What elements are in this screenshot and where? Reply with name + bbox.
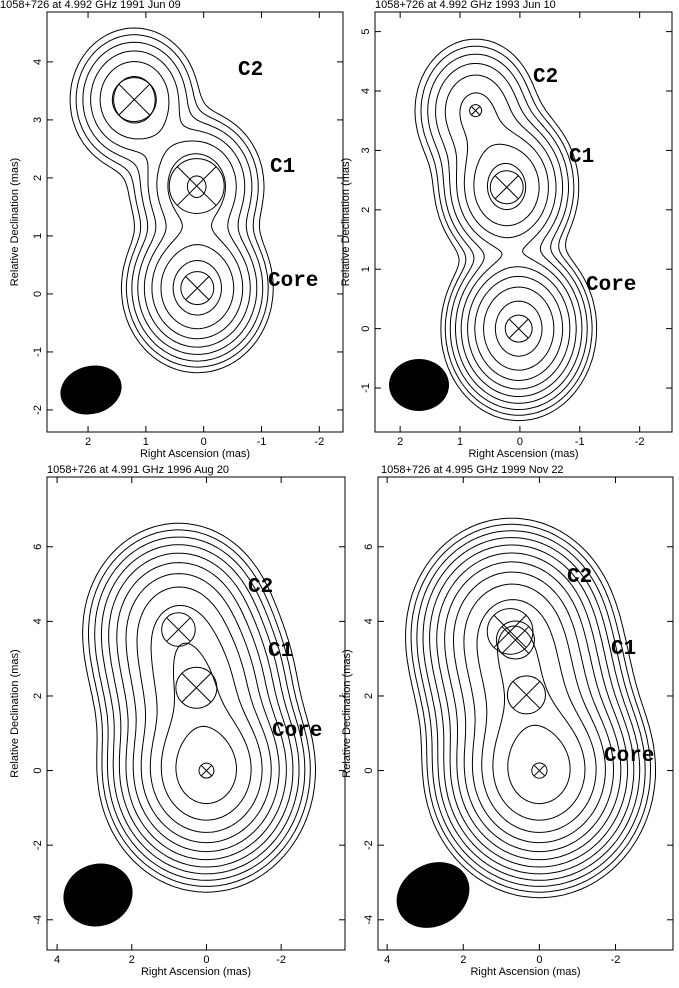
beam <box>55 854 142 936</box>
chart-title: 1058+726 at 4.992 GHz 1991 Jun 09 <box>0 0 181 11</box>
chart-title: 1058+726 at 4.992 GHz 1993 Jun 10 <box>375 0 556 11</box>
contour <box>477 600 596 833</box>
y-tick-label: 4 <box>32 59 44 65</box>
beam <box>389 359 449 411</box>
component-label: C1 <box>270 156 295 179</box>
component-label: Core <box>586 274 636 297</box>
x-tick-label: 2 <box>85 436 91 448</box>
y-tick-label: 6 <box>363 544 375 550</box>
y-tick-label: -4 <box>32 915 44 925</box>
x-axis-label: Right Ascension (mas) <box>140 448 250 460</box>
y-tick-label: 0 <box>32 768 44 774</box>
contour <box>460 93 570 389</box>
component-label: C2 <box>533 66 558 89</box>
y-tick-label: 3 <box>360 147 372 153</box>
y-tick-label: 1 <box>32 233 44 239</box>
contour <box>176 726 237 803</box>
component-label: Core <box>604 745 654 768</box>
x-tick-label: 2 <box>129 954 135 966</box>
y-tick-label: -2 <box>32 840 44 850</box>
y-tick-label: 4 <box>363 618 375 624</box>
y-tick-label: -1 <box>32 347 44 357</box>
y-tick-label: 2 <box>32 175 44 181</box>
y-tick-label: 4 <box>32 618 44 624</box>
y-tick-label: 5 <box>360 29 372 35</box>
contour <box>508 725 570 803</box>
y-tick-label: 3 <box>32 117 44 123</box>
y-tick-label: 1 <box>360 266 372 272</box>
component-label: C2 <box>248 576 273 599</box>
contour <box>150 606 262 833</box>
x-tick-label: -1 <box>575 436 585 448</box>
component-label: C1 <box>569 146 594 169</box>
y-tick-label: -2 <box>32 405 44 415</box>
component-label: Core <box>268 270 318 293</box>
x-axis-label: Right Ascension (mas) <box>141 966 251 978</box>
y-tick-label: 0 <box>360 326 372 332</box>
x-tick-label: 0 <box>517 436 523 448</box>
contour <box>91 51 257 354</box>
contour <box>464 584 606 843</box>
contour <box>445 75 576 396</box>
x-tick-label: -2 <box>611 954 621 966</box>
x-tick-label: 4 <box>54 954 60 966</box>
x-tick-label: -2 <box>635 436 645 448</box>
contour <box>454 572 614 852</box>
contour <box>430 545 634 874</box>
y-tick-label: 2 <box>32 693 44 699</box>
y-tick-label: 4 <box>360 88 372 94</box>
contour <box>83 42 263 361</box>
x-axis-label: Right Ascension (mas) <box>470 966 580 978</box>
y-axis-label: Relative Declination (mas) <box>9 649 21 777</box>
contour <box>95 537 305 880</box>
contour <box>415 39 597 420</box>
x-tick-label: 0 <box>536 954 542 966</box>
figure: 1058+726 at 4.992 GHz 1991 Jun 09 Right A… <box>0 0 679 988</box>
contour <box>417 531 645 887</box>
y-tick-label: -1 <box>360 383 372 393</box>
x-tick-label: -1 <box>257 436 267 448</box>
y-tick-label: -4 <box>363 915 375 925</box>
y-tick-label: 0 <box>32 291 44 297</box>
x-axis-label: Right Ascension (mas) <box>468 448 578 460</box>
y-axis-label: Relative Declination (mas) <box>9 158 21 286</box>
y-tick-label: -2 <box>363 840 375 850</box>
y-tick-label: 6 <box>32 544 44 550</box>
component-label: C1 <box>611 638 636 661</box>
x-tick-label: 1 <box>457 436 463 448</box>
component-label: C2 <box>238 59 263 82</box>
x-tick-label: 0 <box>203 954 209 966</box>
component-label: Core <box>272 720 322 743</box>
x-tick-label: -2 <box>314 436 324 448</box>
y-tick-label: 2 <box>363 693 375 699</box>
contour <box>436 64 582 404</box>
x-tick-label: 4 <box>384 954 390 966</box>
component-label: C2 <box>567 566 592 589</box>
y-axis-label: Relative Declination (mas) <box>341 649 353 777</box>
y-tick-label: 0 <box>363 768 375 774</box>
chart-title: 1058+726 at 4.995 GHz 1999 Nov 22 <box>381 464 564 476</box>
x-tick-label: -2 <box>276 954 286 966</box>
y-axis-label: Relative Declination (mas) <box>340 158 352 286</box>
x-tick-label: 0 <box>201 436 207 448</box>
contour <box>117 563 287 860</box>
beam <box>55 359 127 421</box>
chart-title: 1058+726 at 4.991 GHz 1996 Aug 20 <box>47 464 229 476</box>
contour <box>474 144 563 380</box>
x-tick-label: 2 <box>460 954 466 966</box>
x-tick-label: 1 <box>143 436 149 448</box>
component-label: C1 <box>268 640 293 663</box>
x-tick-label: 2 <box>397 436 403 448</box>
y-tick-label: 2 <box>360 207 372 213</box>
contour <box>493 626 585 820</box>
